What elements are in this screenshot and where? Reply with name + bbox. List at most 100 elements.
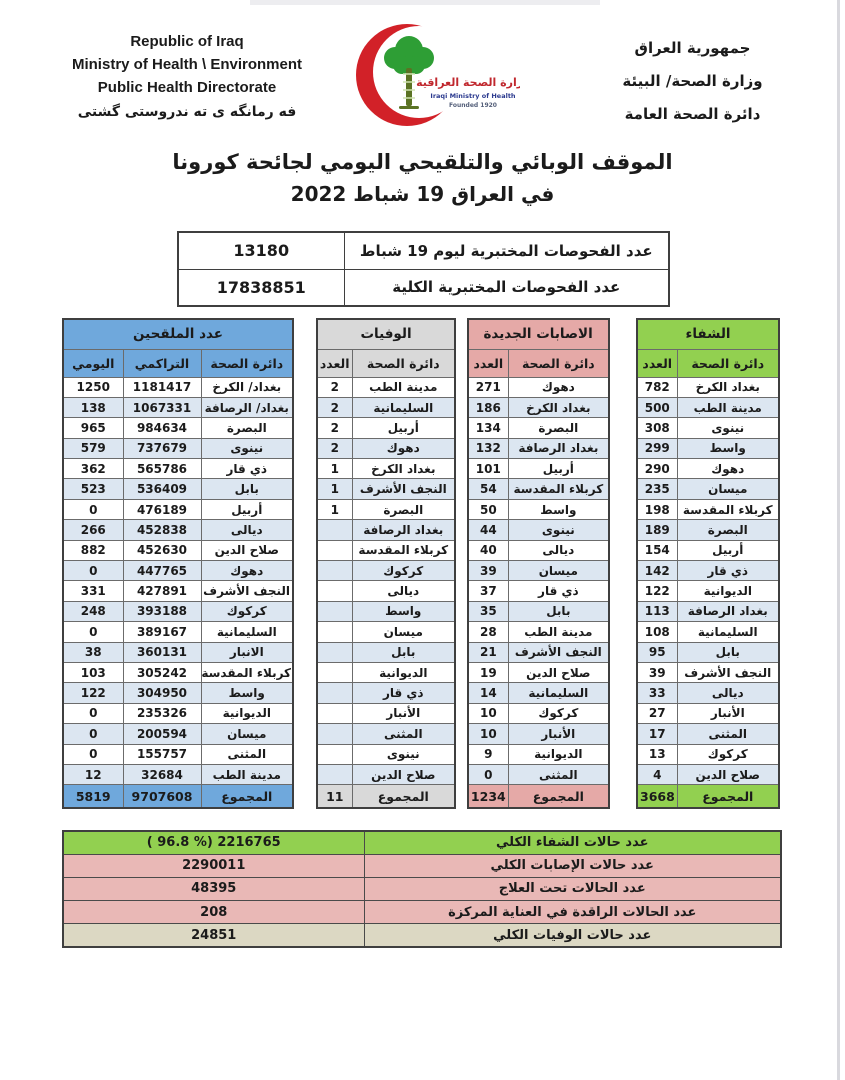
summary-label: عدد الحالات الراقدة في العناية المركزة bbox=[363, 900, 782, 925]
deaths-count-cell bbox=[316, 580, 353, 602]
vaccinated-daily-cell: 579 bbox=[62, 437, 124, 460]
new_infections-count-cell: 271 bbox=[467, 376, 510, 398]
new_infections-directorate-cell: كركوك bbox=[508, 702, 610, 725]
vaccinated-cumulative-cell: 200594 bbox=[122, 723, 202, 745]
daily-tests-value: 13180 bbox=[177, 231, 345, 270]
vaccinated-row: 579 737679 نينوى bbox=[62, 437, 294, 460]
vaccinated-daily-cell: 122 bbox=[62, 682, 124, 704]
recoveries-total-value: 3668 bbox=[636, 784, 678, 809]
deaths-directorate-cell: الأنبار bbox=[351, 702, 456, 725]
deaths-row: الأنبار bbox=[316, 702, 456, 725]
vaccinated-directorate-cell: بابل bbox=[200, 478, 294, 500]
new-infections-table: الاصابات الجديدة العدد دائرة الصحة 271 ده… bbox=[466, 318, 610, 809]
summary-row: ( 96.8 %) 2216765 عدد حالات الشفاء الكلي bbox=[62, 830, 782, 855]
deaths-directorate-cell: نينوى bbox=[351, 743, 456, 765]
deaths-count-cell bbox=[316, 621, 353, 643]
recoveries-count-cell: 27 bbox=[636, 702, 678, 725]
deaths-count-cell: 2 bbox=[316, 376, 353, 398]
recoveries-row: 27 الأنبار bbox=[636, 702, 780, 725]
vaccinated-directorate-cell: نينوى bbox=[200, 437, 294, 460]
vaccinated-directorate-cell: ديالى bbox=[200, 519, 294, 541]
deaths-directorate-cell: ميسان bbox=[351, 621, 456, 643]
ministry-of-health-logo: وزارة الصحة العراقية Iraqi Ministry of H… bbox=[335, 12, 530, 140]
deaths-directorate-cell: دهوك bbox=[351, 437, 456, 460]
recoveries-count-cell: 13 bbox=[636, 743, 678, 765]
deaths-table: الوفيات العدد دائرة الصحة 2 مدينة الطب 2 ال… bbox=[316, 318, 457, 809]
deaths-directorate-cell: أربيل bbox=[351, 417, 456, 439]
recoveries-directorate-cell: السليمانية bbox=[676, 621, 780, 643]
deaths-total-label: المجموع bbox=[351, 784, 456, 809]
vaccinated-row: 331 427891 النجف الأشرف bbox=[62, 580, 294, 602]
svg-text:وزارة الصحة العراقية: وزارة الصحة العراقية bbox=[416, 76, 520, 89]
deaths-directorate-cell: بغداد الرصافة bbox=[351, 519, 456, 541]
governorate-statistics-tables: عدد الملقحين اليومي التراكمي دائرة الصحة… bbox=[62, 318, 780, 809]
deaths-count-cell bbox=[316, 743, 353, 765]
deaths-directorate-cell: صلاح الدين bbox=[351, 763, 456, 786]
column-header-count: العدد bbox=[316, 348, 353, 378]
new_infections-count-cell: 39 bbox=[467, 560, 510, 582]
totals-summary-table: ( 96.8 %) 2216765 عدد حالات الشفاء الكلي 2… bbox=[62, 830, 782, 948]
vaccinated-row: 1250 1181417 بغداد/ الكرخ bbox=[62, 376, 294, 398]
new_infections-directorate-cell: واسط bbox=[508, 498, 610, 521]
table-row: 17838851 عدد الفحوصات المختبرية الكلية bbox=[177, 268, 670, 307]
header-arabic-line: دائرة الصحة العامة bbox=[624, 105, 761, 123]
vaccinated-cumulative-cell: 360131 bbox=[122, 641, 202, 663]
summary-row: 24851 عدد حالات الوفيات الكلي bbox=[62, 923, 782, 948]
new_infections-row: 132 بغداد الرصافة bbox=[467, 437, 610, 460]
new_infections-row: 101 أربيل bbox=[467, 458, 610, 480]
recoveries-count-cell: 39 bbox=[636, 661, 678, 684]
new_infections-row: 271 دهوك bbox=[467, 376, 610, 398]
new_infections-row: 9 الديوانية bbox=[467, 743, 610, 765]
recoveries-directorate-cell: الأنبار bbox=[676, 702, 780, 725]
recoveries-count-cell: 122 bbox=[636, 580, 678, 602]
recoveries-total-row: 3668 المجموع bbox=[636, 784, 780, 809]
new_infections-count-cell: 9 bbox=[467, 743, 510, 765]
deaths-row: ميسان bbox=[316, 621, 456, 643]
recoveries-directorate-cell: ديالى bbox=[676, 682, 780, 704]
vaccinated-directorate-cell: المثنى bbox=[200, 743, 294, 765]
vaccinated-cumulative-cell: 536409 bbox=[122, 478, 202, 500]
recoveries-row: 308 نينوى bbox=[636, 417, 780, 439]
table-row: 13180 عدد الفحوصات المختبرية ليوم 19 شبا… bbox=[177, 231, 670, 270]
new_infections-directorate-cell: دهوك bbox=[508, 376, 610, 398]
recoveries-row: 154 أربيل bbox=[636, 539, 780, 562]
vaccinated-row: 266 452838 ديالى bbox=[62, 519, 294, 541]
new_infections-directorate-cell: السليمانية bbox=[508, 682, 610, 704]
deaths-total-row: 11 المجموع bbox=[316, 784, 456, 809]
deaths-row: ديالى bbox=[316, 580, 456, 602]
vaccinated-daily-cell: 103 bbox=[62, 661, 124, 684]
deaths-total-value: 11 bbox=[316, 784, 353, 809]
new_infections-row: 19 صلاح الدين bbox=[467, 661, 610, 684]
header-english-line: Public Health Directorate bbox=[97, 79, 277, 96]
recoveries-directorate-cell: صلاح الدين bbox=[676, 763, 780, 786]
vaccinated-cumulative-cell: 304950 bbox=[122, 682, 202, 704]
new_infections-directorate-cell: البصرة bbox=[508, 417, 610, 439]
vaccinated-cumulative-cell: 476189 bbox=[122, 498, 202, 521]
recoveries-directorate-cell: النجف الأشرف bbox=[676, 661, 780, 684]
new_infections-directorate-cell: أربيل bbox=[508, 458, 610, 480]
column-header-directorate: دائرة الصحة bbox=[676, 348, 780, 378]
new_infections-directorate-cell: بغداد الكرخ bbox=[508, 396, 610, 419]
recoveries-directorate-cell: الديوانية bbox=[676, 580, 780, 602]
summary-label: عدد الحالات تحت العلاج bbox=[363, 876, 782, 902]
new-infections-total-label: المجموع bbox=[508, 784, 610, 809]
vaccinated-daily-cell: 0 bbox=[62, 498, 124, 521]
recoveries-directorate-cell: واسط bbox=[676, 437, 780, 460]
vaccinated-cumulative-cell: 1181417 bbox=[122, 376, 202, 398]
vaccinated-row: 138 1067331 بغداد/ الرصافة bbox=[62, 396, 294, 419]
vaccinated-cumulative-cell: 452838 bbox=[122, 519, 202, 541]
vaccinated-row: 0 235326 الديوانية bbox=[62, 702, 294, 725]
deaths-row: المثنى bbox=[316, 723, 456, 745]
vaccinated-daily-cell: 0 bbox=[62, 560, 124, 582]
vaccinated-directorate-cell: كربلاء المقدسة bbox=[200, 661, 294, 684]
vaccinated-cumulative-cell: 389167 bbox=[122, 621, 202, 643]
recoveries-count-cell: 500 bbox=[636, 396, 678, 419]
recoveries-directorate-cell: أربيل bbox=[676, 539, 780, 562]
table-gap bbox=[294, 318, 316, 809]
deaths-count-cell bbox=[316, 682, 353, 704]
summary-label: عدد حالات الوفيات الكلي bbox=[363, 923, 782, 948]
column-header-directorate: دائرة الصحة bbox=[351, 348, 456, 378]
new_infections-directorate-cell: الديوانية bbox=[508, 743, 610, 765]
recoveries-count-cell: 17 bbox=[636, 723, 678, 745]
new_infections-row: 10 الأنبار bbox=[467, 723, 610, 745]
